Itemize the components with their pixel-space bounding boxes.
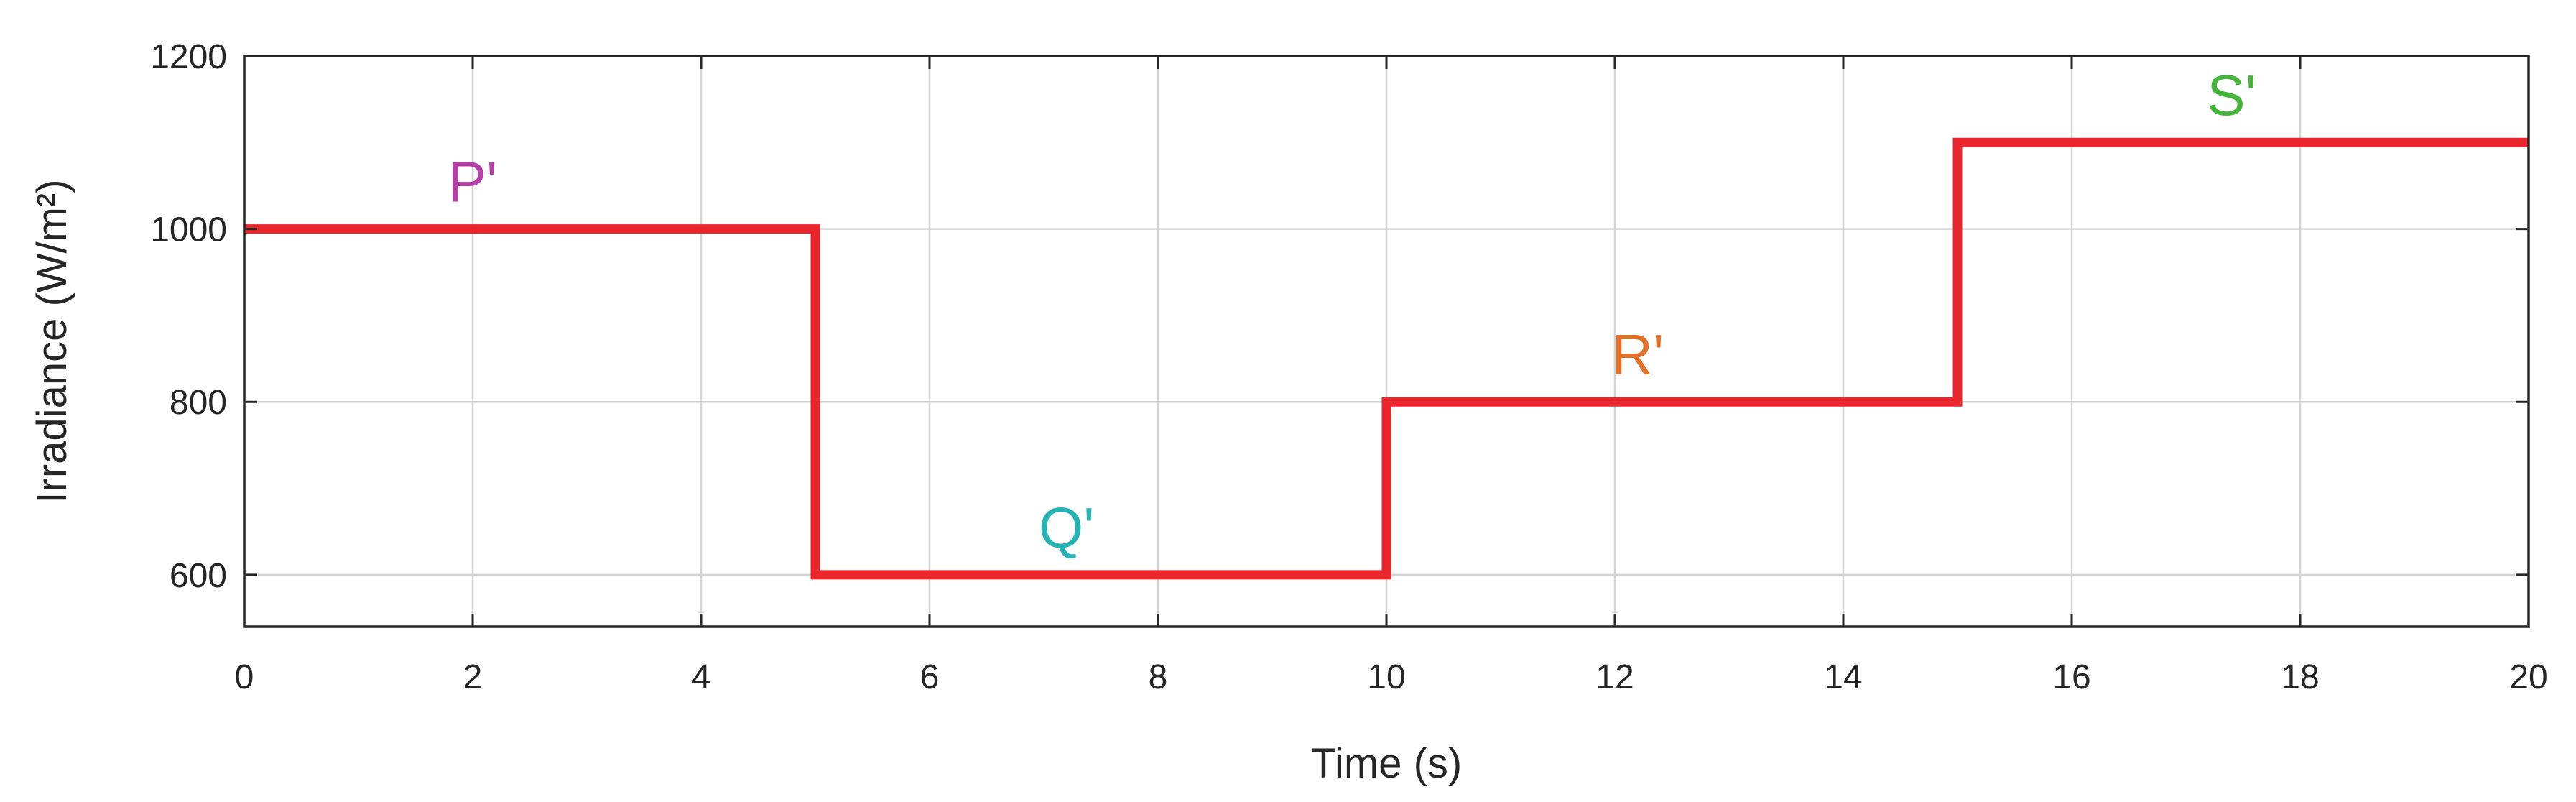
series-layer [244,137,2529,580]
x-tick-label: 8 [1149,658,1168,696]
x-tick-label: 0 [235,658,254,696]
x-tick-label: 16 [2052,658,2090,696]
x-tick-label: 6 [920,658,940,696]
x-tick-labels: 0 2 4 6 8 10 12 14 16 18 20 [235,658,2548,696]
segment-label: Q' [1039,496,1095,560]
segment-label: R' [1611,323,1664,387]
x-tick-label: 18 [2281,658,2319,696]
y-tick-label: 1000 [150,211,227,249]
tick-marks [243,55,2530,627]
y-axis-title: Irradiance (W/m²) [29,179,75,503]
x-tick-label: 2 [463,658,483,696]
y-tick-label: 600 [170,557,227,595]
y-tick-label: 800 [170,384,227,422]
y-tick-label: 1200 [150,38,227,76]
segment-labels: P' Q' R' S' [448,63,2256,560]
irradiance-series-line [244,137,2529,580]
segment-label: P' [448,150,498,214]
y-tick-labels: 600 800 1000 1200 [150,38,227,595]
x-tick-label: 12 [1595,658,1634,696]
x-tick-label: 20 [2509,658,2547,696]
segment-label: S' [2207,63,2256,127]
x-tick-label: 4 [692,658,711,696]
x-axis-title: Time (s) [1311,740,1462,787]
x-tick-label: 10 [1367,658,1405,696]
x-tick-label: 14 [1824,658,1862,696]
